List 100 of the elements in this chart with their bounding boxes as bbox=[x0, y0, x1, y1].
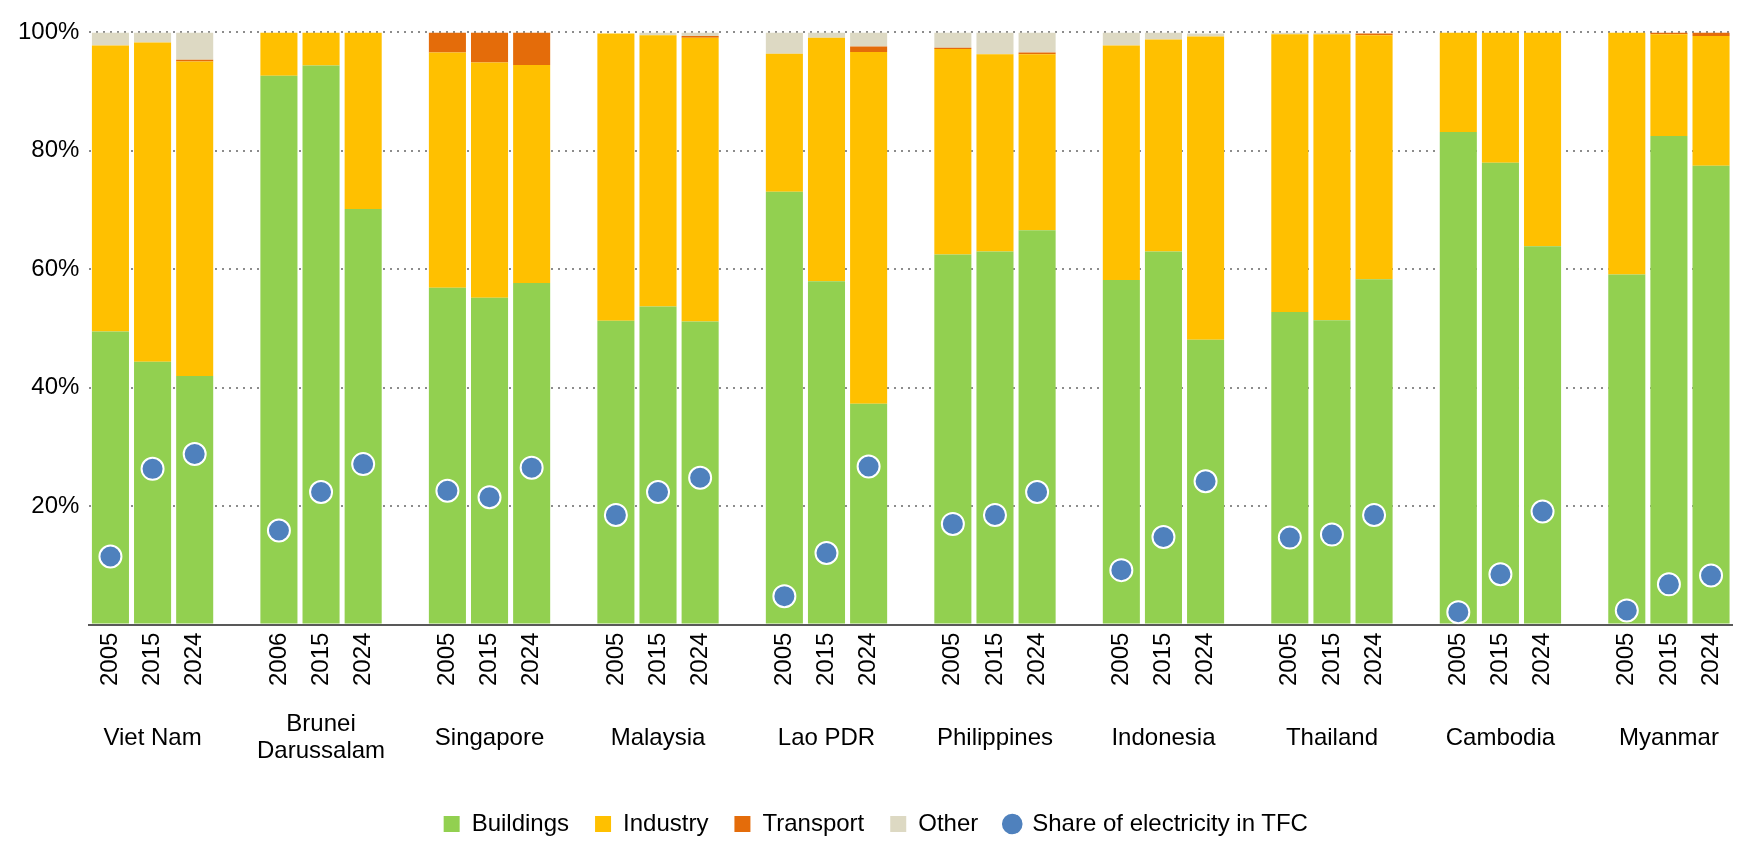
x-tick-label: 2024 bbox=[1358, 632, 1386, 686]
legend-label: Buildings bbox=[471, 808, 570, 836]
bar bbox=[1271, 34, 1309, 312]
point bbox=[603, 503, 628, 528]
x-tick-label: 2024 bbox=[179, 632, 207, 686]
bar bbox=[1355, 279, 1393, 624]
bar bbox=[1692, 165, 1730, 624]
bar bbox=[1018, 230, 1056, 624]
bar bbox=[1355, 35, 1393, 280]
bar bbox=[1481, 162, 1519, 624]
bar bbox=[850, 403, 888, 624]
point bbox=[772, 584, 797, 609]
bar bbox=[807, 37, 846, 282]
bar bbox=[976, 54, 1014, 252]
bar bbox=[639, 35, 677, 307]
x-tick-label: 2015 bbox=[811, 632, 839, 686]
point bbox=[98, 544, 123, 569]
point bbox=[1614, 598, 1639, 623]
point bbox=[982, 503, 1007, 528]
bar bbox=[1439, 131, 1477, 624]
bar bbox=[1102, 45, 1140, 280]
bar bbox=[976, 251, 1014, 624]
point bbox=[1025, 479, 1050, 504]
bar bbox=[91, 32, 129, 46]
text: Myanmar bbox=[1618, 722, 1719, 750]
text: Thailand bbox=[1285, 722, 1378, 750]
point bbox=[1488, 562, 1513, 587]
bar bbox=[765, 53, 803, 192]
bar bbox=[260, 32, 298, 76]
point bbox=[1530, 499, 1555, 524]
x-tick-label: 2024 bbox=[853, 632, 881, 686]
bar bbox=[934, 32, 972, 48]
bar bbox=[134, 361, 172, 624]
x-tick-label: 2005 bbox=[1442, 632, 1470, 686]
y-tick-label: 40% bbox=[31, 372, 80, 400]
bar bbox=[850, 32, 888, 47]
bar bbox=[1144, 32, 1182, 40]
point bbox=[1362, 503, 1387, 528]
bar bbox=[302, 32, 340, 66]
bar bbox=[1650, 136, 1688, 624]
point bbox=[309, 479, 334, 504]
bar bbox=[1692, 35, 1730, 166]
x-tick-label: 2015 bbox=[1148, 632, 1176, 686]
text: Lao PDR bbox=[777, 722, 876, 750]
x-tick-label: 2024 bbox=[516, 632, 544, 686]
bar bbox=[302, 65, 340, 624]
x-tick-label: 2005 bbox=[600, 632, 628, 686]
point bbox=[688, 465, 713, 490]
legend-label: Other bbox=[918, 808, 979, 836]
x-tick-label: 2024 bbox=[347, 632, 375, 686]
bar bbox=[513, 282, 551, 624]
bar bbox=[681, 321, 719, 624]
bar bbox=[597, 320, 635, 624]
point bbox=[1277, 525, 1302, 550]
x-tick-label: 2005 bbox=[937, 632, 965, 686]
bar bbox=[1524, 246, 1562, 624]
bar bbox=[765, 191, 803, 624]
y-tick-label: 100% bbox=[17, 17, 80, 45]
bar bbox=[471, 297, 509, 624]
bar bbox=[1102, 32, 1140, 46]
bar bbox=[934, 48, 972, 255]
point bbox=[1446, 600, 1471, 625]
point bbox=[266, 518, 291, 543]
x-tick-label: 2006 bbox=[263, 632, 291, 686]
bar bbox=[1187, 339, 1225, 624]
bar bbox=[807, 281, 846, 624]
x-tick-label: 2005 bbox=[769, 632, 796, 686]
x-tick-label: 2005 bbox=[1105, 632, 1133, 686]
bar bbox=[471, 62, 509, 298]
bar bbox=[1271, 311, 1309, 624]
point bbox=[351, 452, 376, 477]
point bbox=[140, 456, 165, 481]
text: Indonesia bbox=[1111, 722, 1217, 750]
bar bbox=[513, 32, 551, 65]
bar bbox=[1608, 274, 1646, 624]
bar bbox=[428, 52, 466, 288]
bar bbox=[428, 287, 466, 624]
bar bbox=[176, 375, 214, 624]
bar bbox=[428, 32, 466, 53]
bar bbox=[91, 45, 129, 332]
bar bbox=[1481, 32, 1519, 163]
bar bbox=[1187, 33, 1225, 37]
text: Singapore bbox=[434, 722, 545, 750]
bar bbox=[1608, 32, 1646, 275]
point bbox=[856, 454, 881, 479]
bar bbox=[765, 32, 803, 54]
bar bbox=[1187, 36, 1225, 340]
x-tick-label: 2024 bbox=[1021, 632, 1049, 686]
bar bbox=[1144, 39, 1182, 252]
y-tick-label: 20% bbox=[31, 490, 80, 518]
bar bbox=[176, 61, 214, 376]
x-tick-label: 2015 bbox=[474, 632, 502, 686]
bar bbox=[344, 208, 382, 624]
bar bbox=[471, 32, 509, 63]
bar bbox=[260, 75, 298, 624]
bar bbox=[1144, 251, 1182, 624]
x-tick-label: 2024 bbox=[684, 632, 712, 686]
bar bbox=[1018, 32, 1056, 53]
point bbox=[182, 442, 207, 467]
x-tick-label: 2005 bbox=[432, 632, 460, 686]
